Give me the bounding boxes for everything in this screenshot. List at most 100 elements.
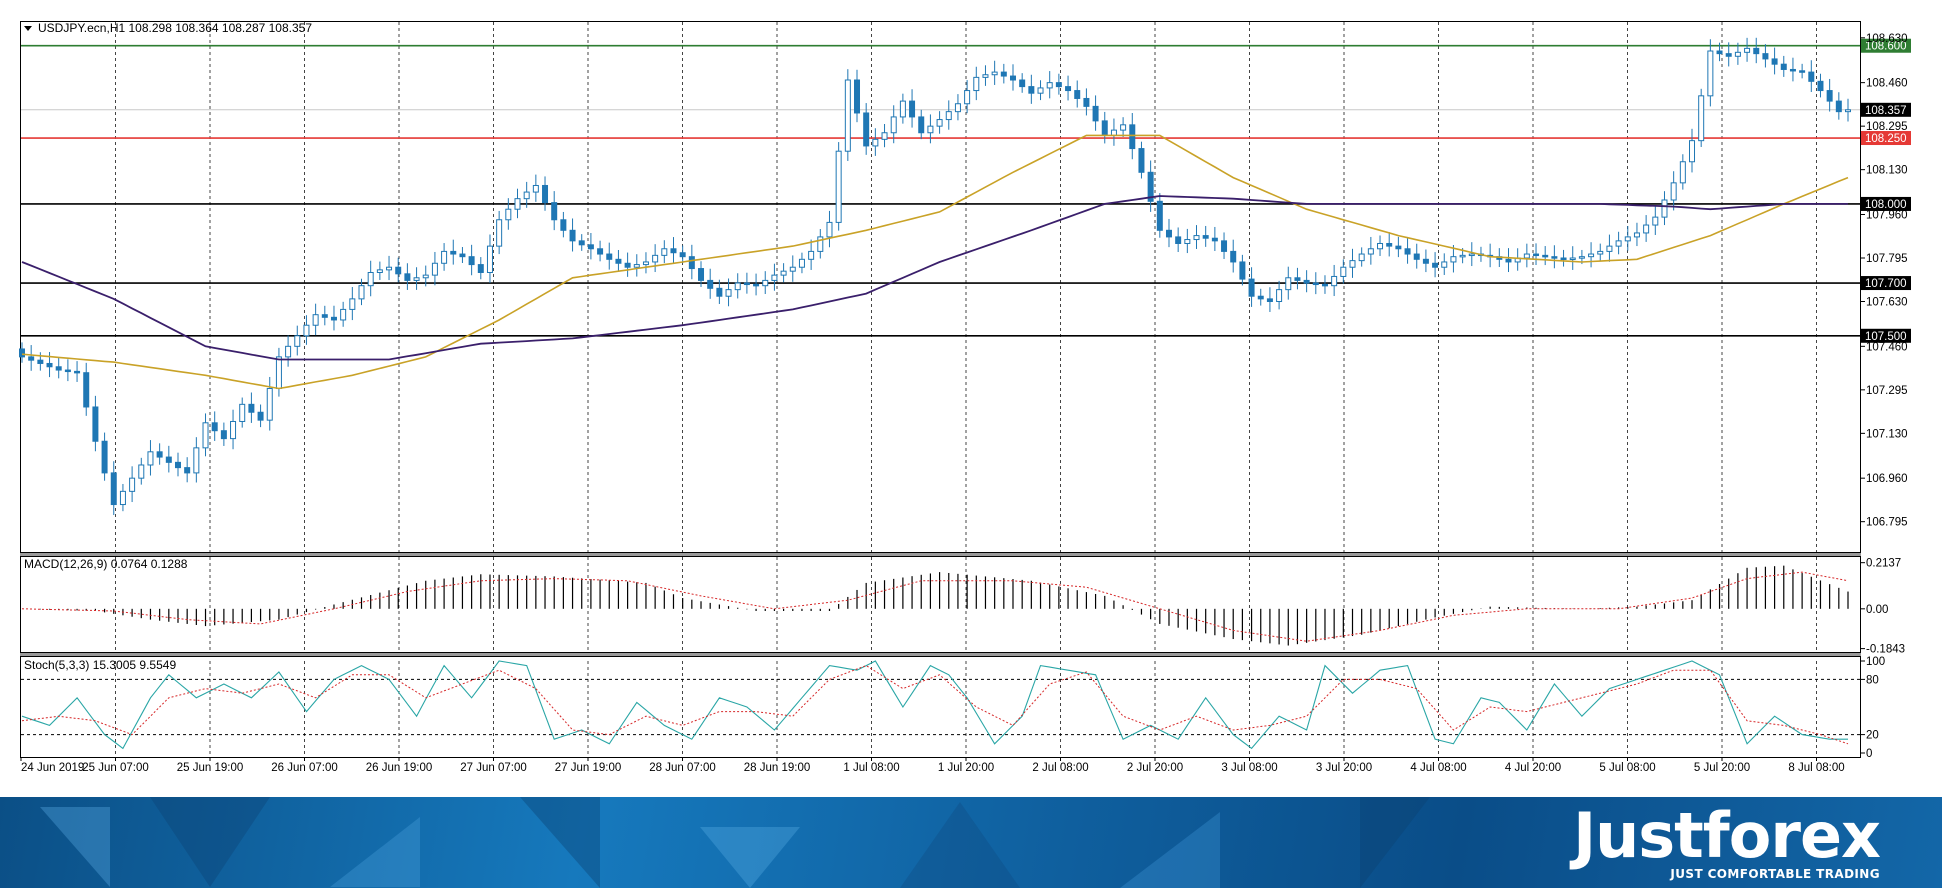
stochastic-indicator: 100 80 20 0 [21,656,1885,760]
candle-body [395,266,402,275]
moving-averages [21,134,1849,390]
candle-body [64,369,71,373]
candle-body [1331,275,1338,287]
candle-body [1377,242,1384,250]
candle-body [1771,58,1778,65]
candle-body [1606,245,1613,252]
candle-body [1652,216,1659,226]
level-tag [1861,131,1911,146]
candle-body [1432,262,1439,268]
vertical-grid [115,22,1817,757]
candle-body [1046,82,1053,89]
macd-tick-label: -0.1843 [1866,644,1905,656]
candle-body [514,198,521,210]
candle-body [1661,199,1668,218]
time-tick-label: 25 Jun 19:00 [177,762,244,774]
candle-body [1413,253,1420,260]
candle-body [83,372,90,408]
candlesticks [19,37,1851,516]
candle-body [642,261,649,266]
candle-body [826,221,833,238]
candle-body [1138,148,1145,173]
candle-body [55,366,62,371]
candle-body [844,79,851,152]
candle-body [285,345,292,358]
candle-body [477,264,484,273]
candle-body [1147,171,1154,202]
candle-body [330,316,337,321]
candle-body [872,138,879,147]
candle-body [1312,282,1319,286]
candle-body [1184,239,1191,244]
candle-body [854,79,861,114]
candle-body [431,262,438,276]
candle-body [817,236,824,252]
candle-body [239,403,246,422]
time-tick-label: 27 Jun 07:00 [460,762,527,774]
candle-body [294,335,301,347]
candle-body [119,490,126,506]
dropdown-triangle-icon[interactable] [24,26,32,31]
current-price-label: 108.357 [1865,105,1907,117]
level-label: 107.700 [1865,278,1907,290]
price-tick-label: 108.630 [1866,33,1908,45]
time-tick-label: 3 Jul 08:00 [1221,762,1277,774]
candle-body [230,420,237,440]
time-tick-label: 25 Jun 07:00 [82,762,149,774]
time-tick-label: 4 Jul 20:00 [1505,762,1561,774]
candle-body [991,71,998,76]
price-tick-label: 106.795 [1866,517,1908,529]
candle-body [1074,90,1081,99]
candle-body [129,477,136,492]
candle-body [1707,50,1714,97]
candle-body [1789,68,1796,72]
candle-body [1367,248,1374,255]
candle-body [422,274,429,279]
candle-body [46,362,53,368]
candle-body [1551,256,1558,259]
candle-body [1808,71,1815,82]
candle-body [606,253,613,260]
candle-body [1725,53,1732,57]
candle-body [743,282,750,286]
candle-body [220,430,227,440]
candle-body [1744,47,1751,53]
candle-body [936,119,943,127]
macd-tick-label: 0.00 [1866,604,1888,616]
candle-body [110,472,117,506]
candle-body [716,287,723,297]
candle-body [1588,253,1595,258]
candle-body [1542,254,1549,258]
candle-body [1624,236,1631,242]
level-label: 107.500 [1865,331,1907,343]
candle-body [1679,161,1686,184]
candle-body [615,258,622,264]
candle-body [1422,258,1429,264]
candle-body [303,324,310,337]
candle-body [211,422,218,432]
candle-body [1285,277,1292,291]
candle-body [19,348,25,358]
candle-body [1450,256,1457,263]
price-tick-label: 107.960 [1866,209,1908,221]
candle-body [1019,79,1026,88]
candle-body [973,76,980,92]
level-tag [1861,276,1911,291]
candle-body [1597,250,1604,255]
candle-body [1441,261,1448,268]
stoch-header: Stoch(5,3,3) 15.3005 9.5549 [24,658,176,672]
candle-body [312,314,319,326]
candle-body [1845,109,1851,113]
candle-body [1202,235,1209,239]
candle-body [587,244,594,250]
candle-body [789,266,796,272]
time-tick-label: 26 Jun 07:00 [271,762,338,774]
macd-tick-label: 0.2137 [1866,558,1901,570]
candle-body [661,248,668,256]
candle-body [679,252,686,258]
candle-body [1266,298,1273,303]
symbol-header: USDJPY.ecn,H1 108.298 108.364 108.287 10… [38,21,312,35]
time-tick-label: 28 Jun 07:00 [649,762,716,774]
candle-body [780,270,787,276]
